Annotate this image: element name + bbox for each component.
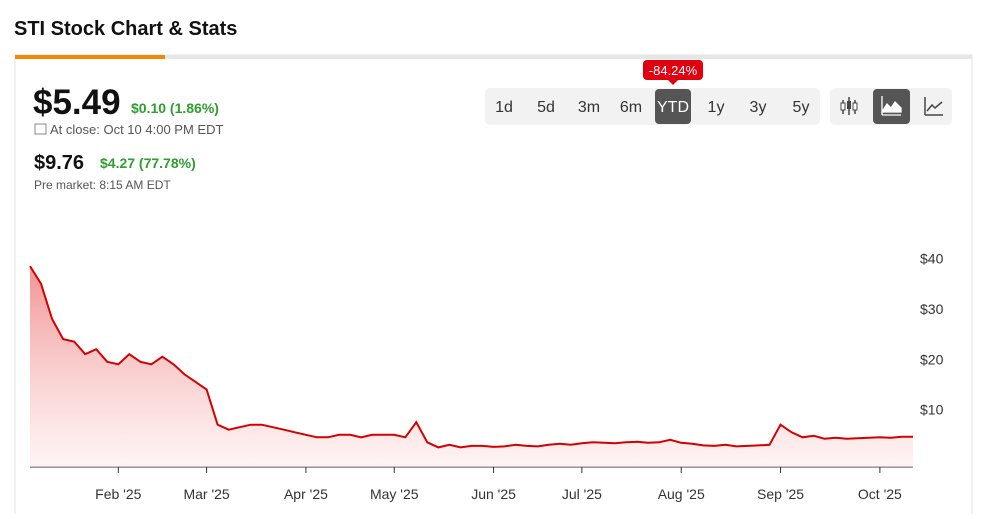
range-button[interactable]: 5y — [793, 99, 810, 116]
area-fill — [30, 266, 913, 467]
range-button[interactable]: 1y — [708, 99, 725, 116]
page-title: STI Stock Chart & Stats — [14, 18, 237, 40]
y-tick-label: $20 — [920, 351, 944, 367]
x-tick-label: Jul '25 — [562, 486, 602, 502]
x-tick-label: Feb '25 — [95, 486, 141, 502]
close-note: At close: Oct 10 4:00 PM EDT — [50, 122, 223, 137]
badge-text: -84.24% — [649, 63, 698, 78]
price-line — [29, 265, 913, 449]
range-button[interactable]: YTD — [655, 89, 691, 124]
pre-price: $9.76 — [34, 152, 84, 174]
range-label: 6m — [620, 99, 642, 116]
price: $5.49 — [33, 83, 121, 122]
pre-note: Pre market: 8:15 AM EDT — [34, 178, 171, 192]
x-tick-label: Oct '25 — [858, 486, 902, 502]
area-button[interactable] — [873, 89, 910, 124]
calendar-icon — [34, 123, 47, 135]
range-label: 1d — [495, 99, 513, 116]
y-tick-label: $10 — [920, 402, 944, 418]
x-tick-label: Jun '25 — [471, 486, 516, 502]
badge-pointer — [668, 80, 678, 85]
tab-track — [15, 55, 972, 59]
y-tick-label: $30 — [920, 301, 944, 317]
range-label: 3m — [578, 99, 600, 116]
range-button[interactable]: 3m — [578, 99, 600, 116]
range-button[interactable]: 1d — [495, 99, 513, 116]
range-label: 5d — [537, 99, 555, 116]
range-button[interactable]: 3y — [750, 99, 767, 116]
x-tick-label: Mar '25 — [183, 486, 229, 502]
range-label: 5y — [793, 99, 810, 116]
range-label: 3y — [750, 99, 767, 116]
price-change: $0.10 (1.86%) — [131, 100, 219, 116]
x-tick-label: Sep '25 — [757, 486, 804, 502]
x-tick-label: Apr '25 — [284, 486, 328, 502]
range-label: 1y — [708, 99, 725, 116]
x-tick-label: May '25 — [370, 486, 419, 502]
range-button[interactable]: 6m — [620, 99, 642, 116]
range-label: YTD — [657, 99, 689, 116]
badge — [643, 60, 703, 80]
x-tick-label: Aug '25 — [658, 486, 705, 502]
range-selected — [655, 89, 691, 124]
tab-active — [15, 55, 165, 59]
candle-button[interactable] — [840, 97, 858, 115]
line-button[interactable] — [924, 97, 943, 116]
range-bar — [485, 88, 820, 125]
range-button[interactable]: 5d — [537, 99, 555, 116]
y-tick-label: $40 — [920, 251, 944, 267]
pre-change: $4.27 (77.78%) — [100, 155, 196, 171]
